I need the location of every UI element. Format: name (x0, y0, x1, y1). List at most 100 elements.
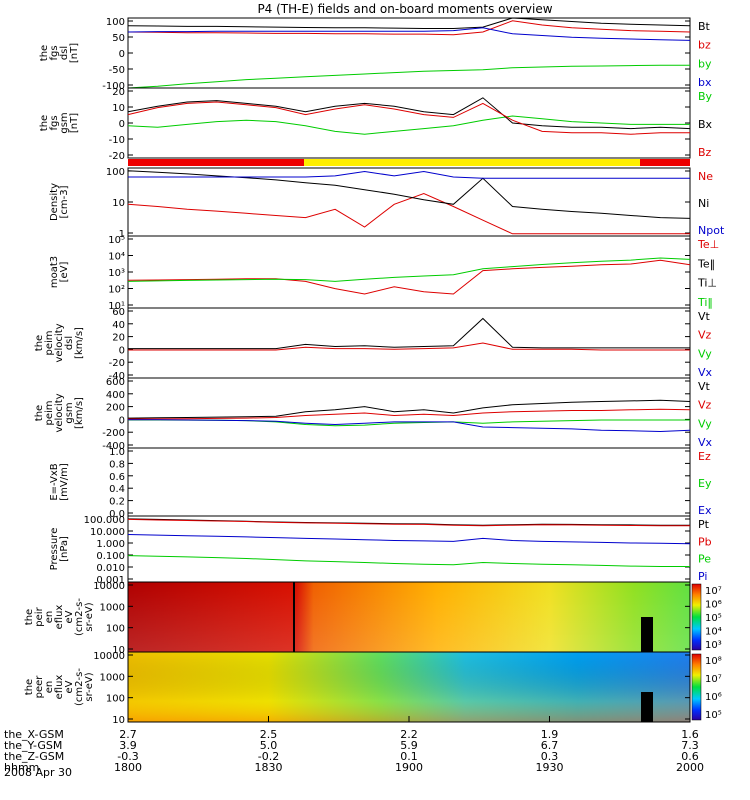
y-tick-label: -200 (102, 428, 125, 439)
y-axis-label-line: the (34, 335, 45, 351)
panel-peer_spec: 10000 1000 100 10 the peer en eflux eV (cm2-s-sr-… (24, 651, 722, 726)
y-axis-label-line: fgs (49, 45, 60, 60)
y-tick-label: 20 (112, 333, 125, 344)
x-row-value: 2.5 (260, 728, 278, 741)
y-axis-label-line: sr-eV) (84, 672, 95, 701)
legend-entry: Vy (698, 347, 712, 360)
y-tick-label: 400 (106, 390, 125, 401)
y-tick-label: 200 (106, 403, 125, 414)
y-tick-label: 10 (112, 645, 125, 656)
legend-entry: Ni (698, 197, 709, 210)
panel-fgs_dsl: 100 50 0 -50 -100 the fgs dsl [nT] Bt bz by bx (39, 17, 712, 92)
x-row-value: -0.2 (258, 750, 279, 763)
y-axis-label-line: dsl (59, 46, 70, 60)
y-tick-label: 1.000 (96, 539, 125, 550)
y-axis-label-line: the (24, 609, 35, 625)
y-axis-label: Density [cm-3] (49, 183, 70, 221)
y-tick-label: 10000 (93, 581, 125, 592)
mode-bar (128, 159, 690, 166)
panel-frame (127, 235, 691, 309)
y-tick-label: 10¹ (108, 301, 125, 312)
y-tick-label: 0.4 (109, 484, 125, 495)
y-tick-label: 10³ (108, 268, 125, 279)
y-axis-label-line: moat3 (49, 256, 60, 288)
x-row-value: 1800 (114, 761, 142, 774)
series-Pb (127, 518, 690, 527)
series-Ne (127, 192, 690, 235)
legend-entry: Ey (698, 477, 712, 490)
legend-entry: Pt (698, 518, 710, 531)
mode-bar-red-left (128, 159, 304, 166)
y-tick-label: 0.010 (96, 563, 125, 574)
series-bz (127, 20, 691, 36)
y-tick-label: 10⁴ (108, 252, 125, 263)
y-tick-label: 1000 (100, 672, 125, 683)
x-row-value: 1900 (395, 761, 423, 774)
y-tick-label: 100 (106, 17, 125, 28)
y-tick-label: 0.6 (109, 472, 125, 483)
bottom-axis: the_X-GSM 2.7 2.5 2.2 1.9 1.6 the_Y-GSM 3.9 5.0 5… (4, 716, 704, 774)
x-row-label: the_X-GSM (4, 728, 64, 741)
legend-entry: Bt (698, 20, 711, 33)
y-tick-label: 10² (108, 285, 125, 296)
colorbar-tick-label: 10³ (705, 640, 722, 651)
y-tick-label: 1 (119, 229, 125, 240)
y-tick-label: 10 (112, 198, 125, 209)
colorbar-tick-label: 10⁷ (705, 674, 722, 685)
y-axis-label-line: velocity (54, 323, 65, 362)
panel-peir_spec: 10000 1000 100 10 the peir en eflux eV (cm2-s-sr-… (24, 581, 722, 656)
y-tick-label: 10⁵ (108, 235, 125, 246)
y-axis-label-line: Pressure (49, 528, 60, 571)
y-tick-label: 0.001 (96, 575, 125, 586)
y-tick-label: 0 (119, 49, 125, 60)
y-tick-label: -50 (109, 65, 125, 76)
ion-spectrogram-shade (128, 582, 690, 652)
y-axis-label-line: peer (34, 675, 45, 699)
y-axis-label-line: en (44, 611, 55, 624)
y-axis-label-line: dsl (64, 336, 75, 350)
y-axis-label: the fgs gsm [nT] (39, 112, 80, 133)
y-axis-label-line: fgs (49, 115, 60, 130)
y-axis-label-line: peir (34, 606, 45, 626)
y-axis-label: the peer en eflux eV (cm2-s-sr-eV) (24, 668, 95, 706)
y-tick-label: 60 (112, 307, 125, 318)
y-axis-label-line: [nT] (69, 43, 80, 63)
y-axis-label-line: velocity (54, 393, 65, 432)
y-axis-label-line: Density (49, 183, 60, 221)
panel-peim_velocity_gsm: 600 400 2000 -200 -400 the peim velocity gsm [km/… (34, 377, 713, 452)
mode-bar-red-right (640, 159, 690, 166)
panel-fgs_gsm: 20 10 0 -10 -20 the fgs gsm [nT] By Bx Bz (39, 87, 713, 162)
legend-entry: Vx (698, 436, 713, 449)
series-Vz (128, 342, 690, 351)
series-Vx (128, 419, 691, 433)
colorbar-tick-label: 10⁴ (705, 627, 722, 638)
plot-title: P4 (TH-E) fields and on-board moments ov… (257, 2, 552, 16)
x-row-value: 0.3 (541, 750, 559, 763)
y-tick-label: 0.100 (96, 551, 125, 562)
legend-entry: Ti‖ (697, 296, 713, 309)
legend-entry: Bz (698, 146, 712, 159)
y-tick-label: -20 (109, 151, 125, 162)
y-tick-label: 1.0 (109, 447, 125, 458)
y-tick-label: 0.8 (109, 459, 125, 470)
x-row-value: 3.9 (119, 739, 137, 752)
legend-entry: Ez (698, 450, 711, 463)
series-Vz (127, 408, 691, 420)
series-Ni (127, 170, 691, 219)
legend-entry: Npot (698, 224, 725, 237)
y-tick-label: 10000 (93, 651, 125, 662)
x-row-value: 6.7 (541, 739, 559, 752)
x-row-value: 0.1 (400, 750, 418, 763)
y-tick-label: 100 (106, 694, 125, 705)
y-tick-label: 40 (112, 320, 125, 331)
y-axis-label-line: [mV/m] (59, 463, 70, 501)
electron-spectrogram-dropout (641, 692, 653, 722)
y-tick-label: -400 (102, 441, 125, 452)
y-axis-label-line: the (24, 679, 35, 695)
y-axis-label-line: [nPa] (59, 536, 70, 562)
series-Bz (127, 101, 690, 135)
x-row-value: 2.7 (119, 728, 137, 741)
y-tick-label: -100 (102, 81, 125, 92)
